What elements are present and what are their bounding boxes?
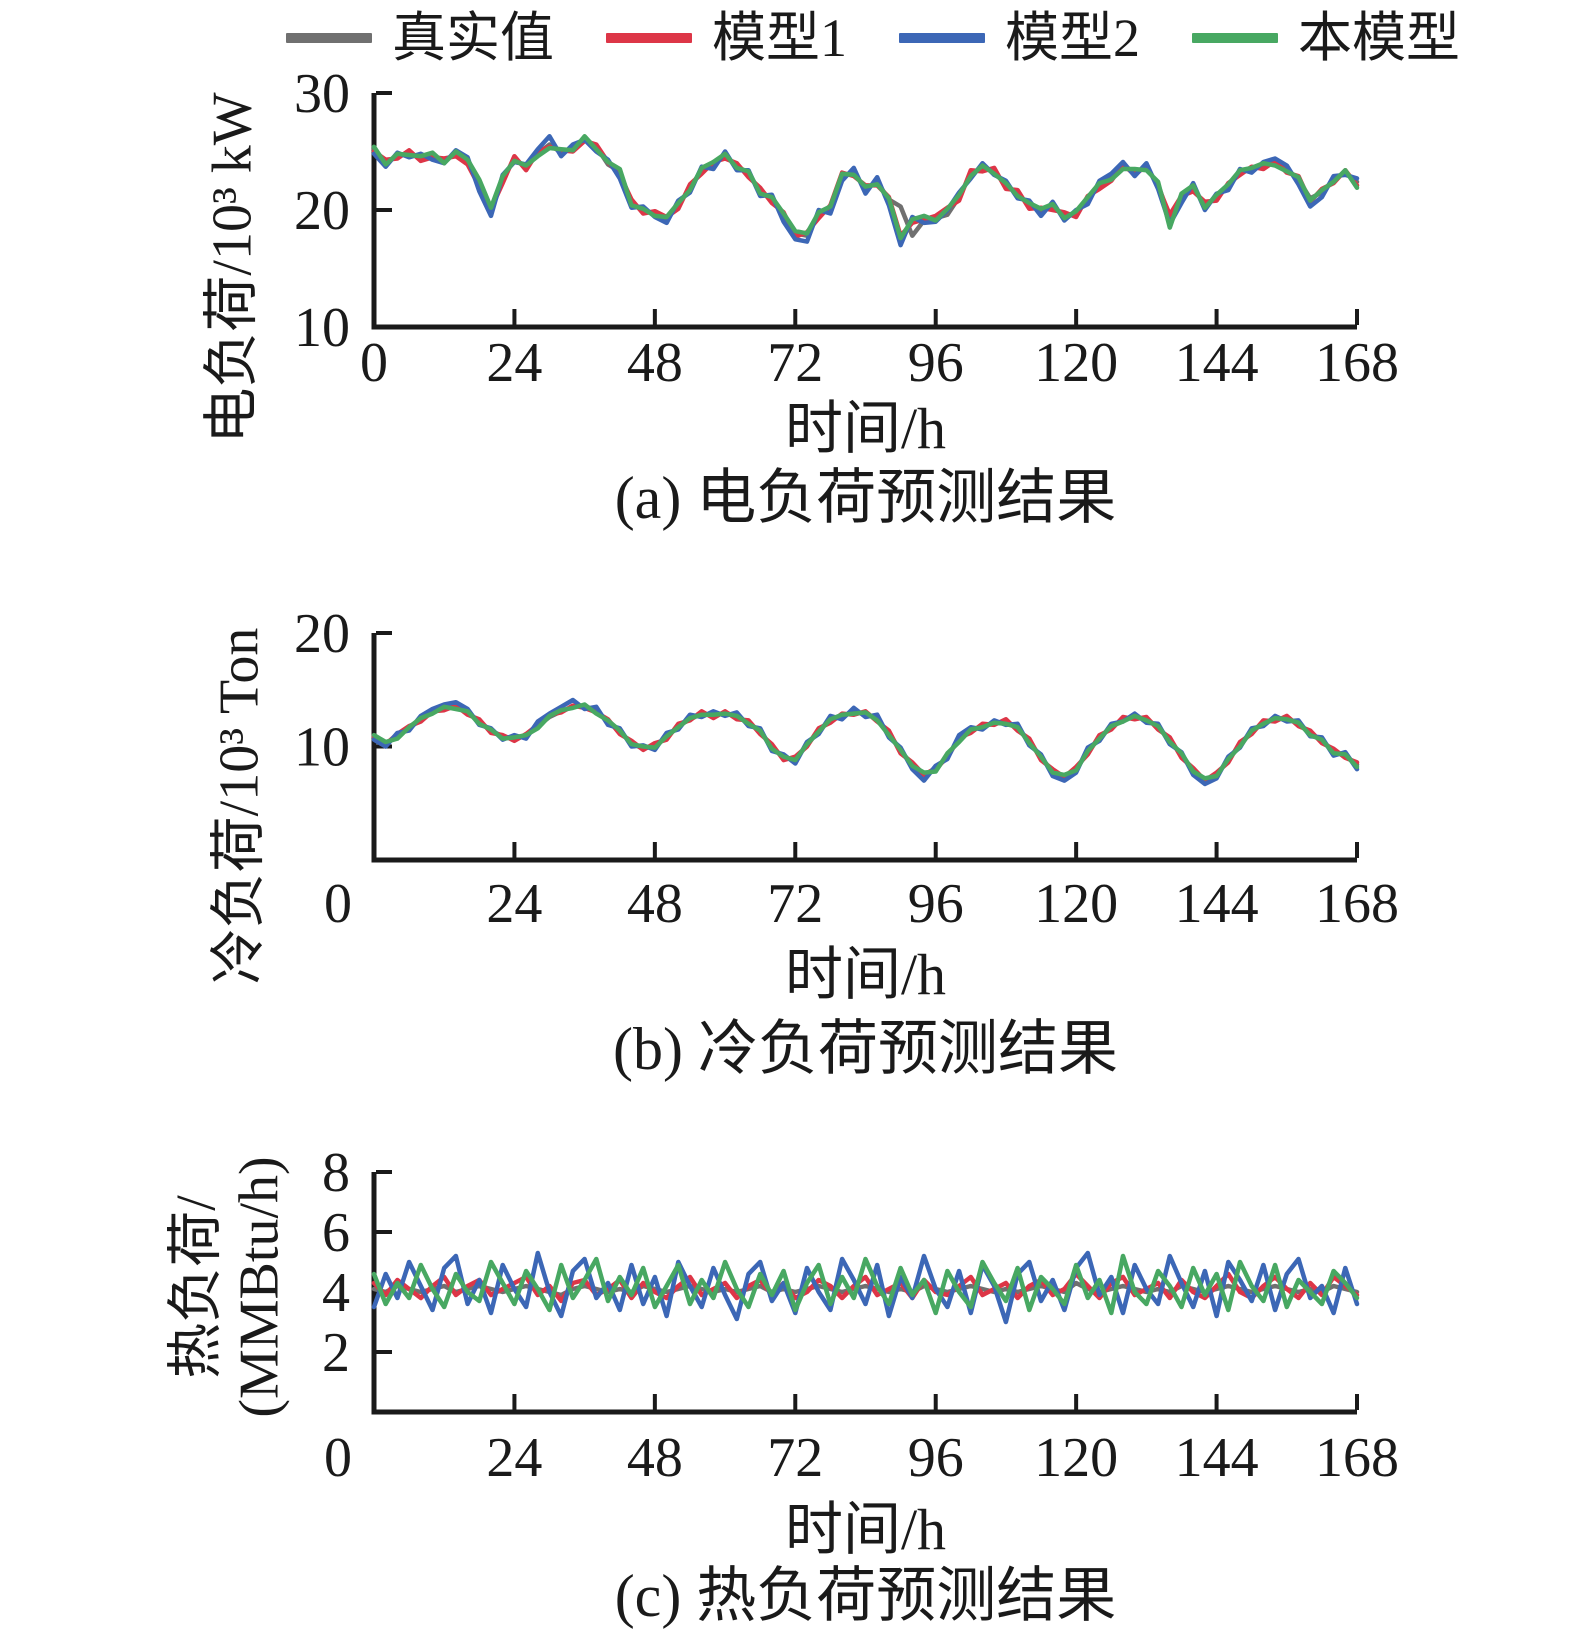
caption-electric: (a) 电负荷预测结果: [614, 465, 1117, 531]
x-tick-label: 24: [486, 1427, 542, 1489]
x-tick-label: 48: [627, 1427, 683, 1489]
x-tick-label: 72: [767, 873, 823, 935]
legend-item-model1: 模型1: [606, 11, 847, 65]
x-tick-label: 96: [908, 332, 964, 394]
axis-spines: [371, 633, 1357, 863]
legend-label-true: 真实值: [392, 8, 554, 68]
x-axis-label-electric: 时间/h: [784, 396, 947, 461]
series-line-model1: [371, 1271, 1360, 1304]
y-tick-label: 10: [294, 297, 350, 359]
y-axis-label-heat-line1: 热负荷/: [165, 1195, 228, 1379]
plot-area-cooling: 0 24 48 72 96 120 144 168 10 20: [294, 610, 1399, 935]
x-tick-label: 144: [1175, 332, 1259, 394]
x-axis-label-heat: 时间/h: [784, 1497, 947, 1562]
axis-spines: [371, 93, 1357, 330]
y-tick-label: 20: [294, 180, 350, 242]
series-line-ours: [371, 1253, 1360, 1316]
x-tick-label: 120: [1034, 1427, 1118, 1489]
y-tick-label: 6: [322, 1202, 350, 1264]
y-axis-label-heat-line2: (MMBtu/h): [228, 1156, 290, 1418]
plot-area-electric: 0 24 48 72 96 120 144 168 10 20 30: [294, 70, 1399, 394]
x-tick-label: 144: [1175, 1427, 1259, 1489]
x-tick-label: 48: [627, 332, 683, 394]
x-tick-label: 24: [486, 873, 542, 935]
x-tick-label: 168: [1315, 1427, 1399, 1489]
x-tick-label: 0: [324, 873, 352, 935]
x-tick-label: 96: [908, 1427, 964, 1489]
legend-swatch-model2-line: [899, 33, 985, 43]
y-tick-label: 20: [294, 610, 350, 665]
x-axis-label-cooling: 时间/h: [784, 942, 947, 1007]
x-tick-label: 24: [486, 332, 542, 394]
x-tick-label: 0: [360, 332, 388, 394]
series-line-model2: [371, 697, 1360, 787]
x-tick-label: 72: [767, 1427, 823, 1489]
y-tick-label: 30: [294, 70, 350, 125]
y-tick-label: 8: [322, 1150, 350, 1204]
legend-item-ours: 本模型: [1192, 11, 1460, 65]
legend-label-model2: 模型2: [1005, 8, 1140, 68]
legend-swatch-true-line: [286, 33, 372, 43]
x-tick-label: 96: [908, 873, 964, 935]
x-tick-label: 168: [1315, 332, 1399, 394]
caption-cooling: (b) 冷负荷预测结果: [613, 1016, 1118, 1082]
caption-heat: (c) 热负荷预测结果: [614, 1563, 1117, 1629]
y-tick-label: 2: [322, 1322, 350, 1384]
series-line-model2: [371, 134, 1360, 248]
legend-item-model2: 模型2: [899, 11, 1140, 65]
y-axis-label-heat: 热负荷/ (MMBtu/h): [165, 1156, 290, 1417]
x-tick-label: 0: [324, 1427, 352, 1489]
series-line-ours: [371, 702, 1360, 781]
legend-item-true: 真实值: [286, 11, 554, 65]
series-line-model2: [371, 1250, 1360, 1325]
y-tick-label: 10: [294, 717, 350, 779]
legend-swatch-ours-line: [1192, 33, 1278, 43]
x-tick-label: 48: [627, 873, 683, 935]
legend-swatch-model1-line: [606, 33, 692, 43]
y-axis-label-electric: 电负荷/10³ kW: [201, 92, 264, 444]
x-tick-label: 168: [1315, 873, 1399, 935]
series-line-ours: [371, 134, 1360, 241]
x-tick-label: 120: [1034, 873, 1118, 935]
x-tick-label: 72: [767, 332, 823, 394]
legend-label-ours: 本模型: [1298, 8, 1460, 68]
x-tick-label: 144: [1175, 873, 1259, 935]
y-tick-label: 4: [322, 1262, 350, 1324]
axis-spines: [371, 1172, 1357, 1415]
y-axis-label-cooling: 冷负荷/10³ Ton: [208, 627, 271, 985]
x-tick-label: 120: [1034, 332, 1118, 394]
legend: 真实值 模型1 模型2 本模型: [223, 2, 1523, 74]
legend-label-model1: 模型1: [712, 8, 847, 68]
